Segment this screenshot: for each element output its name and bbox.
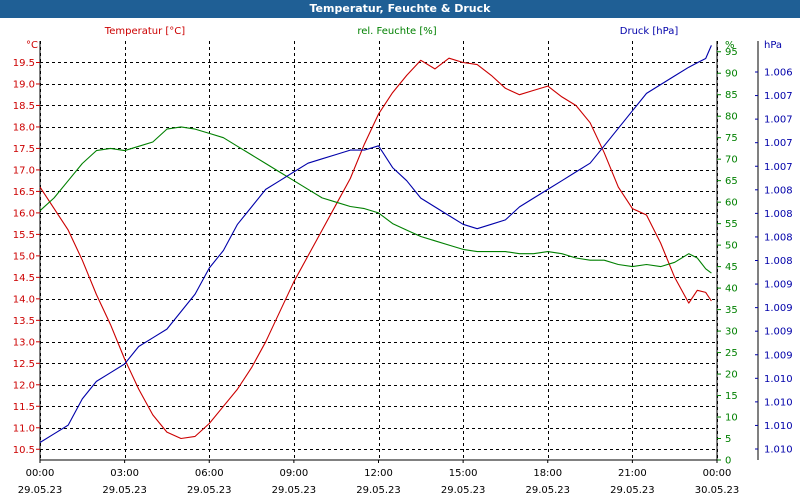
x-tick-date: 29.05.23 [356, 485, 401, 496]
humidity-tick-label: 5 [725, 434, 731, 445]
pressure-axis-ticks: 1.006 1.007 1.007 1.007 1.007 1.008 1.008 1.008… [755, 41, 793, 460]
temperature-tick-label: 15.5 [13, 230, 35, 241]
pressure-tick-label: 1.008 [764, 256, 793, 267]
temperature-tick-label: 17.0 [13, 165, 35, 176]
x-tick-time: 00:00 [703, 468, 732, 479]
humidity-tick-label: 90 [725, 69, 738, 80]
x-tick-time: 12:00 [364, 468, 393, 479]
x-tick-date: 29.05.23 [18, 485, 63, 496]
temperature-tick-label: 19.0 [13, 79, 35, 90]
temperature-tick-label: 18.5 [13, 101, 35, 112]
temperature-tick-label: 14.5 [13, 273, 35, 284]
humidity-tick-label: 75 [725, 133, 738, 144]
humidity-axis-ticks: 0 5 10 15 20 25 30 35 40 45 50 55 60 65 70 75 80 85 90 95 [717, 47, 738, 467]
chart-title: Temperatur, Feuchte & Druck [0, 0, 800, 18]
humidity-tick-label: 95 [725, 47, 738, 58]
x-tick-date: 29.05.23 [187, 485, 232, 496]
temperature-tick-label: 12.0 [13, 380, 35, 391]
pressure-tick-label: 1.007 [764, 91, 793, 102]
temperature-tick-label: 15.0 [13, 251, 35, 262]
humidity-tick-label: 20 [725, 370, 738, 381]
humidity-tick-label: 15 [725, 391, 738, 402]
legend-temperature: Temperatur [°C] [104, 26, 185, 37]
temperature-axis-ticks: 10.5 11.0 11.5 12.0 12.5 13.0 13.5 14.0 14.5 15.0… [13, 58, 40, 456]
series-group [39, 45, 712, 443]
humidity-tick-label: 70 [725, 155, 738, 166]
x-tick-date: 30.05.23 [695, 485, 740, 496]
temperature-tick-label: 14.0 [13, 294, 35, 305]
x-tick-date: 29.05.23 [272, 485, 317, 496]
series-line-humidity [39, 126, 712, 274]
plot-area [40, 41, 717, 460]
series-line-pressure [39, 45, 712, 443]
pressure-unit-label: hPa [764, 40, 782, 51]
x-tick-time: 03:00 [110, 468, 139, 479]
pressure-tick-label: 1.007 [764, 162, 793, 173]
humidity-tick-label: 35 [725, 305, 738, 316]
humidity-unit-label: % [725, 40, 735, 51]
x-tick-time: 00:00 [26, 468, 55, 479]
temperature-tick-label: 18.0 [13, 122, 35, 133]
pressure-tick-label: 1.009 [764, 327, 793, 338]
x-tick-time: 09:00 [279, 468, 308, 479]
legend-pressure: Druck [hPa] [620, 26, 679, 37]
x-tick-date: 29.05.23 [525, 485, 570, 496]
legend-humidity: rel. Feuchte [%] [357, 26, 436, 37]
pressure-tick-label: 1.010 [764, 374, 793, 385]
pressure-tick-label: 1.008 [764, 232, 793, 243]
x-tick-time: 18:00 [533, 468, 562, 479]
humidity-tick-label: 80 [725, 112, 738, 123]
pressure-tick-label: 1.010 [764, 445, 793, 456]
pressure-tick-label: 1.008 [764, 185, 793, 196]
x-tick-date: 29.05.23 [610, 485, 655, 496]
x-axis-ticks: 00:00 29.05.23 03:00 29.05.23 06:00 29.05.23 0… [18, 460, 740, 496]
humidity-tick-label: 45 [725, 262, 738, 273]
pressure-tick-label: 1.009 [764, 350, 793, 361]
pressure-tick-label: 1.008 [764, 209, 793, 220]
pressure-tick-label: 1.006 [764, 68, 793, 79]
temperature-tick-label: 13.0 [13, 337, 35, 348]
humidity-tick-label: 50 [725, 241, 738, 252]
chart-canvas: 10.5 11.0 11.5 12.0 12.5 13.0 13.5 14.0 14.5 15.0… [13, 26, 793, 496]
x-tick-time: 21:00 [618, 468, 647, 479]
temperature-tick-label: 16.5 [13, 187, 35, 198]
temperature-tick-label: 11.5 [13, 402, 35, 413]
humidity-tick-label: 60 [725, 198, 738, 209]
pressure-tick-label: 1.007 [764, 115, 793, 126]
series-line-temperature [39, 57, 712, 440]
x-tick-date: 29.05.23 [102, 485, 147, 496]
pressure-tick-label: 1.010 [764, 397, 793, 408]
pressure-tick-label: 1.009 [764, 280, 793, 291]
humidity-tick-label: 25 [725, 348, 738, 359]
pressure-tick-label: 1.010 [764, 421, 793, 432]
humidity-tick-label: 55 [725, 219, 738, 230]
temperature-tick-label: 19.5 [13, 58, 35, 69]
humidity-tick-label: 10 [725, 413, 738, 424]
humidity-tick-label: 30 [725, 327, 738, 338]
pressure-tick-label: 1.007 [764, 138, 793, 149]
temperature-tick-label: 17.5 [13, 144, 35, 155]
humidity-tick-label: 40 [725, 284, 738, 295]
temperature-tick-label: 13.5 [13, 316, 35, 327]
humidity-tick-label: 0 [725, 456, 731, 467]
temperature-tick-label: 10.5 [13, 445, 35, 456]
pressure-tick-label: 1.009 [764, 303, 793, 314]
humidity-tick-label: 65 [725, 176, 738, 187]
x-tick-time: 15:00 [449, 468, 478, 479]
temperature-unit-label: °C [26, 40, 38, 51]
temperature-tick-label: 11.0 [13, 423, 35, 434]
humidity-tick-label: 85 [725, 90, 738, 101]
temperature-tick-label: 12.5 [13, 359, 35, 370]
x-tick-time: 06:00 [195, 468, 224, 479]
x-tick-date: 29.05.23 [441, 485, 486, 496]
temperature-tick-label: 16.0 [13, 208, 35, 219]
